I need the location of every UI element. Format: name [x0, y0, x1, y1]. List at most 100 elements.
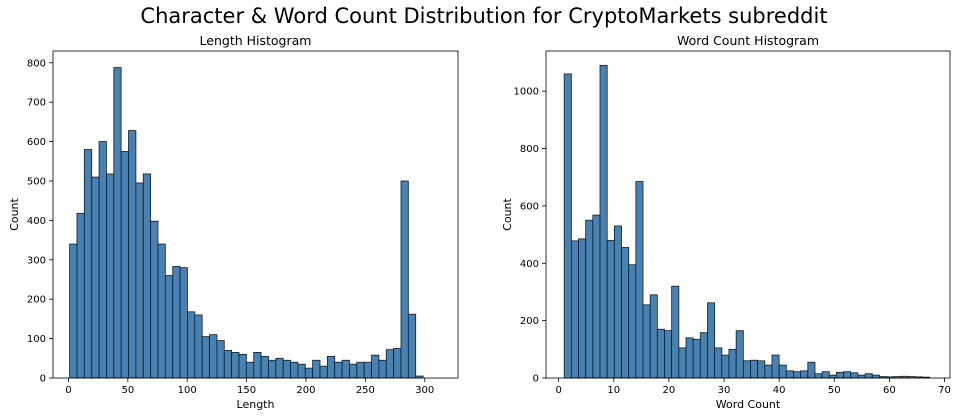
- length-y-tick-label-2: 200: [27, 295, 46, 306]
- word-count-bar-12: [649, 294, 658, 379]
- word-count-bar-21: [714, 347, 723, 379]
- word-count-bar-29: [771, 354, 780, 379]
- length-bar-46: [407, 313, 417, 379]
- word-count-bar-6: [606, 239, 615, 379]
- word-count-bar-19: [699, 332, 708, 379]
- length-histogram-title: Length Histogram: [200, 33, 312, 48]
- word-count-bar-24: [735, 330, 744, 379]
- length-x-tick-label-1: 50: [121, 385, 134, 396]
- length-x-axis-label: Length: [237, 398, 275, 411]
- length-bar-17: [194, 314, 203, 379]
- length-bar-45: [400, 180, 409, 379]
- word-count-bar-26: [750, 359, 759, 379]
- length-bar-41: [371, 354, 380, 379]
- word-count-histogram-panel: 0 10 20 30 40 50 60 70 0 200 400 600 800 1000 Word Cou…: [501, 33, 951, 411]
- length-bar-16: [187, 311, 196, 379]
- length-bar-27: [268, 359, 277, 379]
- word-count-bar-32: [793, 371, 802, 379]
- length-x-tick-label-6: 300: [415, 385, 434, 396]
- length-bar-18: [201, 336, 210, 379]
- length-y-tick-label-0: 0: [40, 374, 46, 385]
- length-bar-23: [238, 353, 247, 379]
- word-count-bar-0: [563, 73, 572, 379]
- word-count-y-tick-label-3: 600: [520, 201, 539, 212]
- length-x-tick-label-0: 0: [65, 385, 71, 396]
- length-bar-12: [157, 243, 166, 379]
- word-count-x-tick-label-3: 30: [718, 385, 731, 396]
- length-bar-20: [216, 340, 225, 379]
- length-bar-9: [135, 182, 144, 379]
- length-bar-22: [231, 351, 240, 379]
- word-count-x-tick-label-4: 40: [773, 385, 786, 396]
- length-bar-5: [106, 173, 115, 379]
- length-bar-11: [150, 220, 159, 379]
- length-bar-14: [172, 266, 181, 379]
- length-y-tick-label-1: 100: [27, 334, 46, 345]
- word-count-y-tick-label-1: 200: [520, 316, 539, 327]
- word-count-bar-5: [599, 64, 608, 379]
- word-count-bar-10: [635, 181, 644, 379]
- word-count-bar-22: [721, 354, 730, 379]
- word-count-bar-42: [864, 373, 873, 379]
- word-count-bar-25: [742, 360, 751, 379]
- word-count-bar-3: [585, 219, 594, 379]
- length-bar-10: [142, 173, 152, 379]
- word-count-x-tick-label-6: 60: [883, 385, 896, 396]
- length-bar-3: [91, 176, 100, 379]
- word-count-bar-43: [871, 374, 880, 379]
- word-count-histogram-title: Word Count Histogram: [677, 33, 819, 48]
- length-y-tick-label-7: 700: [27, 98, 46, 109]
- length-bar-42: [378, 359, 387, 379]
- length-bar-28: [275, 357, 284, 379]
- word-count-x-axis-label: Word Count: [716, 398, 781, 411]
- word-count-bar-17: [685, 337, 694, 379]
- word-count-bar-30: [778, 364, 787, 379]
- length-bar-21: [223, 350, 233, 379]
- length-bar-33: [312, 359, 321, 379]
- word-count-bar-13: [656, 328, 665, 379]
- length-bar-36: [334, 361, 343, 379]
- word-count-y-tick-label-5: 1000: [514, 87, 539, 98]
- length-bar-34: [319, 365, 328, 379]
- word-count-bar-4: [592, 214, 601, 379]
- length-bar-24: [245, 361, 255, 379]
- word-count-bar-37: [828, 374, 837, 379]
- word-count-bar-36: [821, 371, 830, 379]
- length-bar-29: [282, 359, 291, 379]
- word-count-bar-16: [678, 347, 687, 379]
- word-count-bar-28: [764, 364, 773, 379]
- length-bar-8: [128, 130, 137, 379]
- length-bar-2: [83, 149, 93, 379]
- word-count-bar-11: [642, 304, 651, 379]
- word-count-bar-39: [843, 371, 852, 379]
- length-bar-43: [385, 349, 395, 379]
- word-count-x-tick-label-5: 50: [828, 385, 841, 396]
- length-y-tick-label-3: 300: [27, 255, 46, 266]
- word-count-bar-2: [578, 238, 587, 379]
- length-bar-13: [164, 275, 174, 379]
- length-bar-44: [393, 348, 402, 379]
- length-bar-35: [326, 355, 336, 379]
- word-count-bar-9: [628, 264, 637, 379]
- word-count-x-tick-label-2: 20: [663, 385, 676, 396]
- word-count-y-tick-label-0: 0: [533, 374, 539, 385]
- length-bar-30: [290, 361, 299, 379]
- length-bar-6: [113, 67, 122, 379]
- length-x-tick-label-5: 250: [356, 385, 375, 396]
- length-y-tick-label-5: 500: [27, 177, 46, 188]
- length-x-tick-label-3: 150: [237, 385, 256, 396]
- word-count-bar-1: [570, 240, 579, 379]
- length-x-tick-label-2: 100: [178, 385, 197, 396]
- word-count-axes-frame: [545, 50, 951, 379]
- word-count-bar-27: [757, 360, 766, 379]
- word-count-bar-35: [814, 373, 823, 379]
- word-count-bar-7: [613, 225, 622, 379]
- length-y-tick-label-6: 600: [27, 137, 46, 148]
- length-bar-15: [179, 267, 188, 379]
- length-bar-25: [253, 351, 262, 379]
- length-bar-1: [76, 212, 85, 379]
- word-count-bar-23: [728, 348, 737, 379]
- word-count-bar-31: [785, 370, 794, 379]
